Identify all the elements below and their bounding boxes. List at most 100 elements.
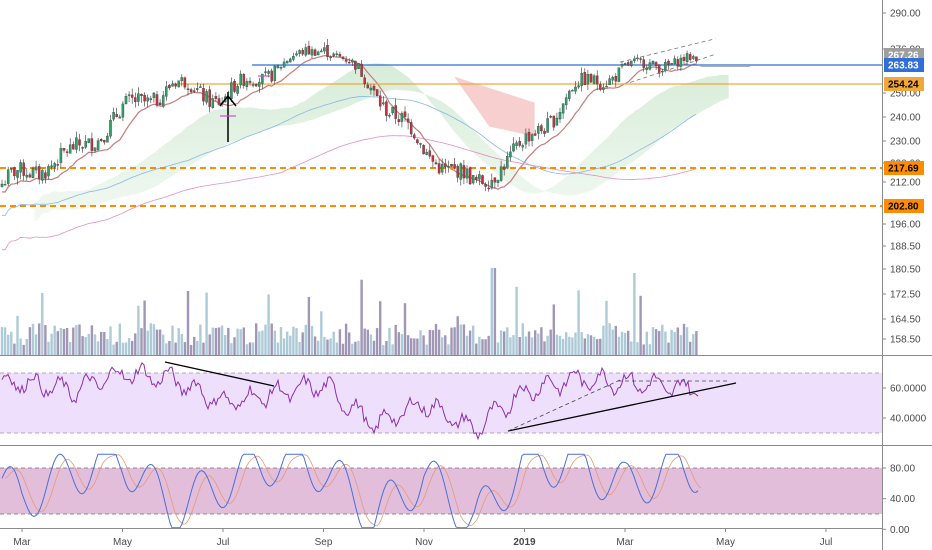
volume-bar	[543, 341, 546, 355]
candle	[692, 54, 695, 61]
volume-bar	[375, 328, 379, 355]
candle	[99, 138, 103, 143]
volume-bar	[639, 295, 642, 355]
candle	[642, 55, 645, 72]
candle	[599, 81, 602, 92]
volume-bar	[515, 286, 518, 355]
time-tick-label: Jul	[217, 537, 230, 548]
candle	[168, 83, 171, 91]
svg-text:263.83: 263.83	[888, 61, 919, 72]
volume-bar	[264, 324, 267, 355]
candle	[199, 83, 202, 88]
ma-line-pink	[1, 135, 697, 251]
candle	[484, 182, 487, 192]
volume-bar	[233, 337, 236, 355]
candle	[90, 132, 94, 157]
candle	[22, 159, 25, 181]
candle	[360, 60, 363, 77]
volume-bar	[115, 341, 118, 355]
volume-bar	[524, 336, 528, 355]
volume-bar	[667, 342, 670, 355]
candle	[453, 157, 456, 170]
candle	[468, 166, 472, 185]
candle	[258, 78, 261, 93]
volume-bar	[208, 334, 211, 355]
candle	[236, 84, 239, 96]
volume-bar	[558, 335, 562, 355]
candle	[56, 159, 60, 171]
volume-bar	[670, 329, 673, 355]
candle	[146, 94, 149, 108]
volume-bar	[453, 327, 456, 355]
volume-bar	[682, 323, 686, 355]
rsi-tick-label: 40.0000	[890, 414, 927, 425]
time-tick-label: Mar	[13, 537, 31, 548]
candle	[245, 78, 249, 91]
candle	[695, 56, 698, 64]
volume-bar	[468, 330, 472, 355]
candle	[335, 50, 339, 57]
candle	[326, 39, 329, 61]
volume-bar	[255, 323, 258, 355]
volume-bar	[577, 290, 580, 355]
volume-bar	[658, 331, 661, 355]
volume-bar	[211, 327, 214, 355]
volume-bar	[472, 325, 475, 355]
time-tick-label: May	[716, 537, 735, 548]
volume-bar	[527, 331, 531, 355]
candle	[0, 179, 4, 188]
volume-bar	[459, 324, 462, 355]
volume-bar	[602, 325, 605, 355]
volume-bar	[372, 340, 376, 355]
volume-bar	[552, 304, 555, 355]
volume-bar	[301, 332, 304, 355]
price-tick-label: 180.50	[890, 265, 921, 276]
price-tag-202.80: 202.80	[884, 199, 924, 213]
candle	[595, 70, 599, 91]
candle	[416, 138, 419, 145]
candle	[174, 82, 177, 89]
volume-bar	[248, 342, 252, 355]
volume-bar	[227, 327, 230, 355]
volume-bar	[236, 328, 239, 355]
volume-bar	[561, 338, 565, 355]
candle	[16, 170, 19, 185]
volume-bar	[143, 300, 146, 355]
candle	[180, 74, 184, 87]
candle	[233, 79, 236, 94]
svg-text:254.24: 254.24	[888, 80, 919, 91]
price-tick-label: 172.50	[890, 290, 921, 301]
volume-bar	[93, 334, 97, 355]
volume-bar	[307, 297, 311, 355]
volume-bar	[134, 333, 137, 355]
candle	[59, 142, 63, 168]
candle	[530, 133, 534, 147]
candle	[440, 158, 444, 175]
candle	[577, 81, 580, 89]
candle	[6, 166, 10, 187]
volume-bar	[413, 338, 416, 355]
candle	[214, 92, 218, 102]
volume-bar	[636, 342, 639, 355]
volume-bar	[574, 332, 577, 355]
volume-bar	[13, 343, 16, 355]
candle	[127, 91, 131, 102]
volume-bar	[90, 325, 94, 355]
volume-bar	[633, 273, 636, 355]
candle	[419, 142, 422, 149]
stochastic-pane	[1, 453, 702, 529]
candle	[351, 58, 354, 66]
candle	[372, 84, 376, 97]
candle	[406, 113, 410, 130]
candle	[375, 89, 379, 97]
volume-bar	[65, 327, 69, 355]
volume-bar	[22, 344, 25, 355]
volume-bar	[493, 268, 497, 355]
volume-bar	[96, 341, 100, 355]
volume-bar	[292, 326, 295, 355]
volume-bar	[589, 335, 593, 355]
candle	[366, 82, 370, 89]
price-candles	[0, 39, 698, 192]
volume-bar	[106, 339, 109, 355]
volume-bar	[642, 344, 645, 355]
